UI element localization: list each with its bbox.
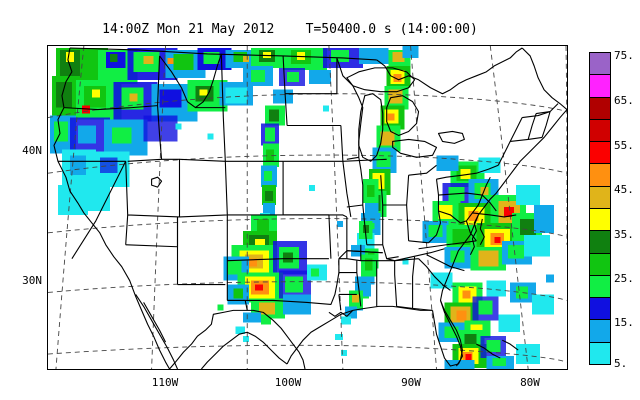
gridline-lat-45 xyxy=(48,93,567,118)
colorbar-band-75 xyxy=(590,53,610,76)
border-us-mexico xyxy=(169,309,306,369)
border-wa-id xyxy=(157,55,161,106)
x-axis-label-100w: 100W xyxy=(274,376,302,389)
x-axis-label-90w: 90W xyxy=(401,376,421,389)
gridline-lon-100 xyxy=(328,46,344,369)
border-ar-mo-tn xyxy=(338,250,383,260)
border-az-nm xyxy=(176,216,226,286)
coastline-baja xyxy=(135,294,179,369)
border-us-canada-lakes xyxy=(376,47,523,95)
colorbar-tick-65: 65. xyxy=(614,94,634,107)
border-nd-sd-mn xyxy=(282,55,387,162)
map-borders-layer xyxy=(53,47,567,369)
coastline-texas-mexico xyxy=(200,331,288,369)
gridline-lat-30 xyxy=(48,281,567,301)
colorbar-band-25 xyxy=(590,275,610,299)
lake-superior xyxy=(346,67,416,93)
colorbar-tick-35: 35. xyxy=(614,228,634,241)
border-al-ms-tn xyxy=(346,244,395,307)
colorbar-band-10 xyxy=(590,342,610,364)
reflectivity-colorbar xyxy=(589,52,611,365)
map-plot-area xyxy=(47,45,568,370)
border-ky-tn-va xyxy=(386,248,445,262)
colorbar-band-15 xyxy=(590,320,610,343)
colorbar-band-45 xyxy=(590,186,610,209)
colorbar-tick-25: 25. xyxy=(614,272,634,285)
border-ga-fl-al xyxy=(394,256,433,311)
border-us-canada-east xyxy=(521,47,567,111)
border-mi-oh xyxy=(408,164,437,176)
border-mt-wy xyxy=(195,53,226,162)
lake-michigan xyxy=(358,93,384,162)
border-ms-la-ar xyxy=(338,260,362,311)
border-pa-ny-nj xyxy=(436,164,499,212)
gridline-lat-40 xyxy=(48,154,567,174)
border-ne-states xyxy=(527,103,559,140)
y-axis-label-40n: 40N xyxy=(22,144,42,157)
lake-huron-erie xyxy=(386,95,438,158)
colorbar-tick-45: 45. xyxy=(614,183,634,196)
gridline-lat-25 xyxy=(48,344,567,363)
figure-title: 14:00Z Mon 21 May 2012 T=50400.0 s (14:0… xyxy=(102,22,478,37)
border-oh-wv-pa xyxy=(428,179,483,244)
colorbar-band-40 xyxy=(590,208,610,232)
lake-ontario xyxy=(437,130,465,144)
colorbar-tick-75: 75. xyxy=(614,49,634,62)
precip-northern-plains xyxy=(225,47,389,104)
border-ok-tx xyxy=(227,258,340,305)
border-nv-ut-az xyxy=(125,161,180,248)
colorbar-band-50 xyxy=(590,164,610,187)
colorbar-band-30 xyxy=(590,253,610,276)
colorbar-band-20 xyxy=(590,298,610,321)
great-salt-lake xyxy=(151,176,163,188)
border-wa-or xyxy=(63,105,158,111)
border-va-nc xyxy=(418,240,477,250)
border-ne-ia-mo xyxy=(283,160,383,254)
coastline-atlantic xyxy=(439,109,567,367)
colorbar-band-35 xyxy=(590,231,610,254)
gridline-lat-35 xyxy=(48,218,567,238)
border-wy-co-ut xyxy=(179,158,228,218)
precip-mid-atlantic xyxy=(422,155,555,271)
border-md-va-de xyxy=(465,194,517,242)
border-wi-il-ia xyxy=(346,156,368,245)
border-nc-sc xyxy=(426,254,465,272)
precip-carolinas xyxy=(430,272,521,343)
border-sc-ga xyxy=(418,258,451,291)
coastline-pacific xyxy=(53,47,171,369)
border-wv-va xyxy=(438,210,467,224)
border-id-mt xyxy=(159,53,222,109)
map-canvas xyxy=(48,46,567,369)
colorbar-tick-55: 55. xyxy=(614,139,634,152)
colorbar-tick-5: 5. xyxy=(614,357,628,370)
colorbar-band-55 xyxy=(590,142,610,165)
gridline-lon-110 xyxy=(151,46,166,369)
x-axis-label-80w: 80W xyxy=(520,376,540,389)
border-co-ks-ne xyxy=(225,160,284,216)
coastline-chesapeake xyxy=(469,214,485,255)
precip-dakota-nebraska-line xyxy=(260,105,286,223)
y-axis-label-30n: 30N xyxy=(22,274,42,287)
colorbar-band-65 xyxy=(590,97,610,120)
border-us-canada-west xyxy=(69,47,377,61)
colorbar-tick-15: 15. xyxy=(614,316,634,329)
precip-texas-oklahoma-mcs xyxy=(223,214,327,335)
x-axis-label-110w: 110W xyxy=(151,376,179,389)
precip-scattered-echoes xyxy=(175,105,555,357)
coastline-florida xyxy=(431,300,463,367)
border-or-id xyxy=(157,105,163,160)
coastline-gulf xyxy=(286,305,433,365)
colorbar-band-70 xyxy=(590,75,610,98)
colorbar-band-60 xyxy=(590,119,610,143)
border-in-oh-mi xyxy=(382,175,429,244)
border-mn-wi xyxy=(336,57,364,158)
gridline-lon-85 xyxy=(565,46,567,245)
coastline-bahamas xyxy=(476,339,519,359)
border-ca-nv xyxy=(71,161,127,259)
gridline-lon-115 xyxy=(55,46,85,369)
border-id-nv-ut xyxy=(127,158,181,217)
